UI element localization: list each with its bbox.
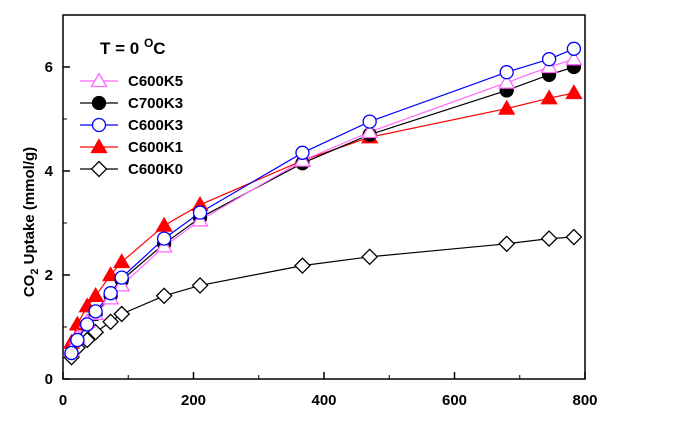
data-point-c600k0: [540, 230, 558, 248]
data-point-c600k5: [565, 50, 583, 66]
data-point-c600k0: [361, 248, 379, 266]
data-point-c600k1: [102, 266, 120, 282]
y-tick-label: 4: [45, 163, 54, 180]
data-point-c600k3: [192, 205, 208, 220]
legend-label-c700k3: C700K3: [128, 95, 183, 112]
legend-marker-c600k5: [90, 72, 108, 88]
x-tick-label: 200: [181, 392, 206, 409]
legend-label-c600k5: C600K5: [128, 73, 183, 90]
x-tick-label: 400: [311, 392, 336, 409]
data-point-c600k3: [79, 317, 95, 332]
x-tick-label: 600: [442, 392, 467, 409]
data-point-c600k3: [362, 114, 377, 129]
x-tick-label: 800: [572, 392, 597, 409]
legend-label-c600k3: C600K3: [128, 117, 183, 134]
data-point-c600k3: [295, 145, 310, 160]
data-point-c600k0: [102, 313, 120, 331]
data-point-c600k3: [499, 65, 514, 80]
data-point-c600k5: [498, 73, 516, 89]
data-point-c600k1: [113, 253, 131, 269]
data-point-c600k0: [498, 235, 516, 253]
data-point-c600k1: [498, 99, 516, 115]
data-point-c600k5: [361, 123, 379, 139]
legend-marker-c600k0: [90, 160, 108, 178]
data-point-c600k0: [565, 228, 583, 246]
y-tick-label: 2: [45, 267, 53, 284]
data-point-c600k3: [70, 332, 85, 348]
data-point-c600k3: [64, 345, 79, 361]
y-tick-label: 6: [45, 59, 53, 76]
data-point-c600k3: [114, 270, 129, 285]
data-point-c600k0: [191, 276, 209, 294]
temperature-annotation: T = 0 OC: [100, 36, 166, 58]
data-point-c600k3: [103, 286, 118, 301]
data-point-c600k0: [113, 305, 131, 323]
data-point-c600k0: [155, 287, 173, 305]
legend-marker-c600k3: [91, 117, 107, 133]
data-point-c600k3: [88, 304, 103, 319]
legend-label-c600k1: C600K1: [128, 139, 183, 156]
data-point-c600k1: [155, 216, 173, 232]
data-point-c600k3: [541, 52, 557, 67]
data-point-c600k3: [566, 41, 582, 56]
legend-marker-c700k3: [91, 95, 107, 111]
x-tick-label: 0: [59, 392, 67, 409]
data-point-c600k1: [86, 286, 105, 302]
legend-marker-c600k1: [90, 138, 108, 154]
y-tick-label: 0: [45, 371, 53, 388]
legend-label-c600k0: C600K0: [128, 161, 183, 178]
data-point-c600k0: [294, 257, 311, 275]
data-point-c600k1: [565, 84, 583, 100]
y-axis-title: CO2 Uptake (mmol/g): [21, 147, 41, 297]
data-point-c600k1: [540, 89, 558, 105]
data-point-c600k3: [156, 231, 172, 246]
